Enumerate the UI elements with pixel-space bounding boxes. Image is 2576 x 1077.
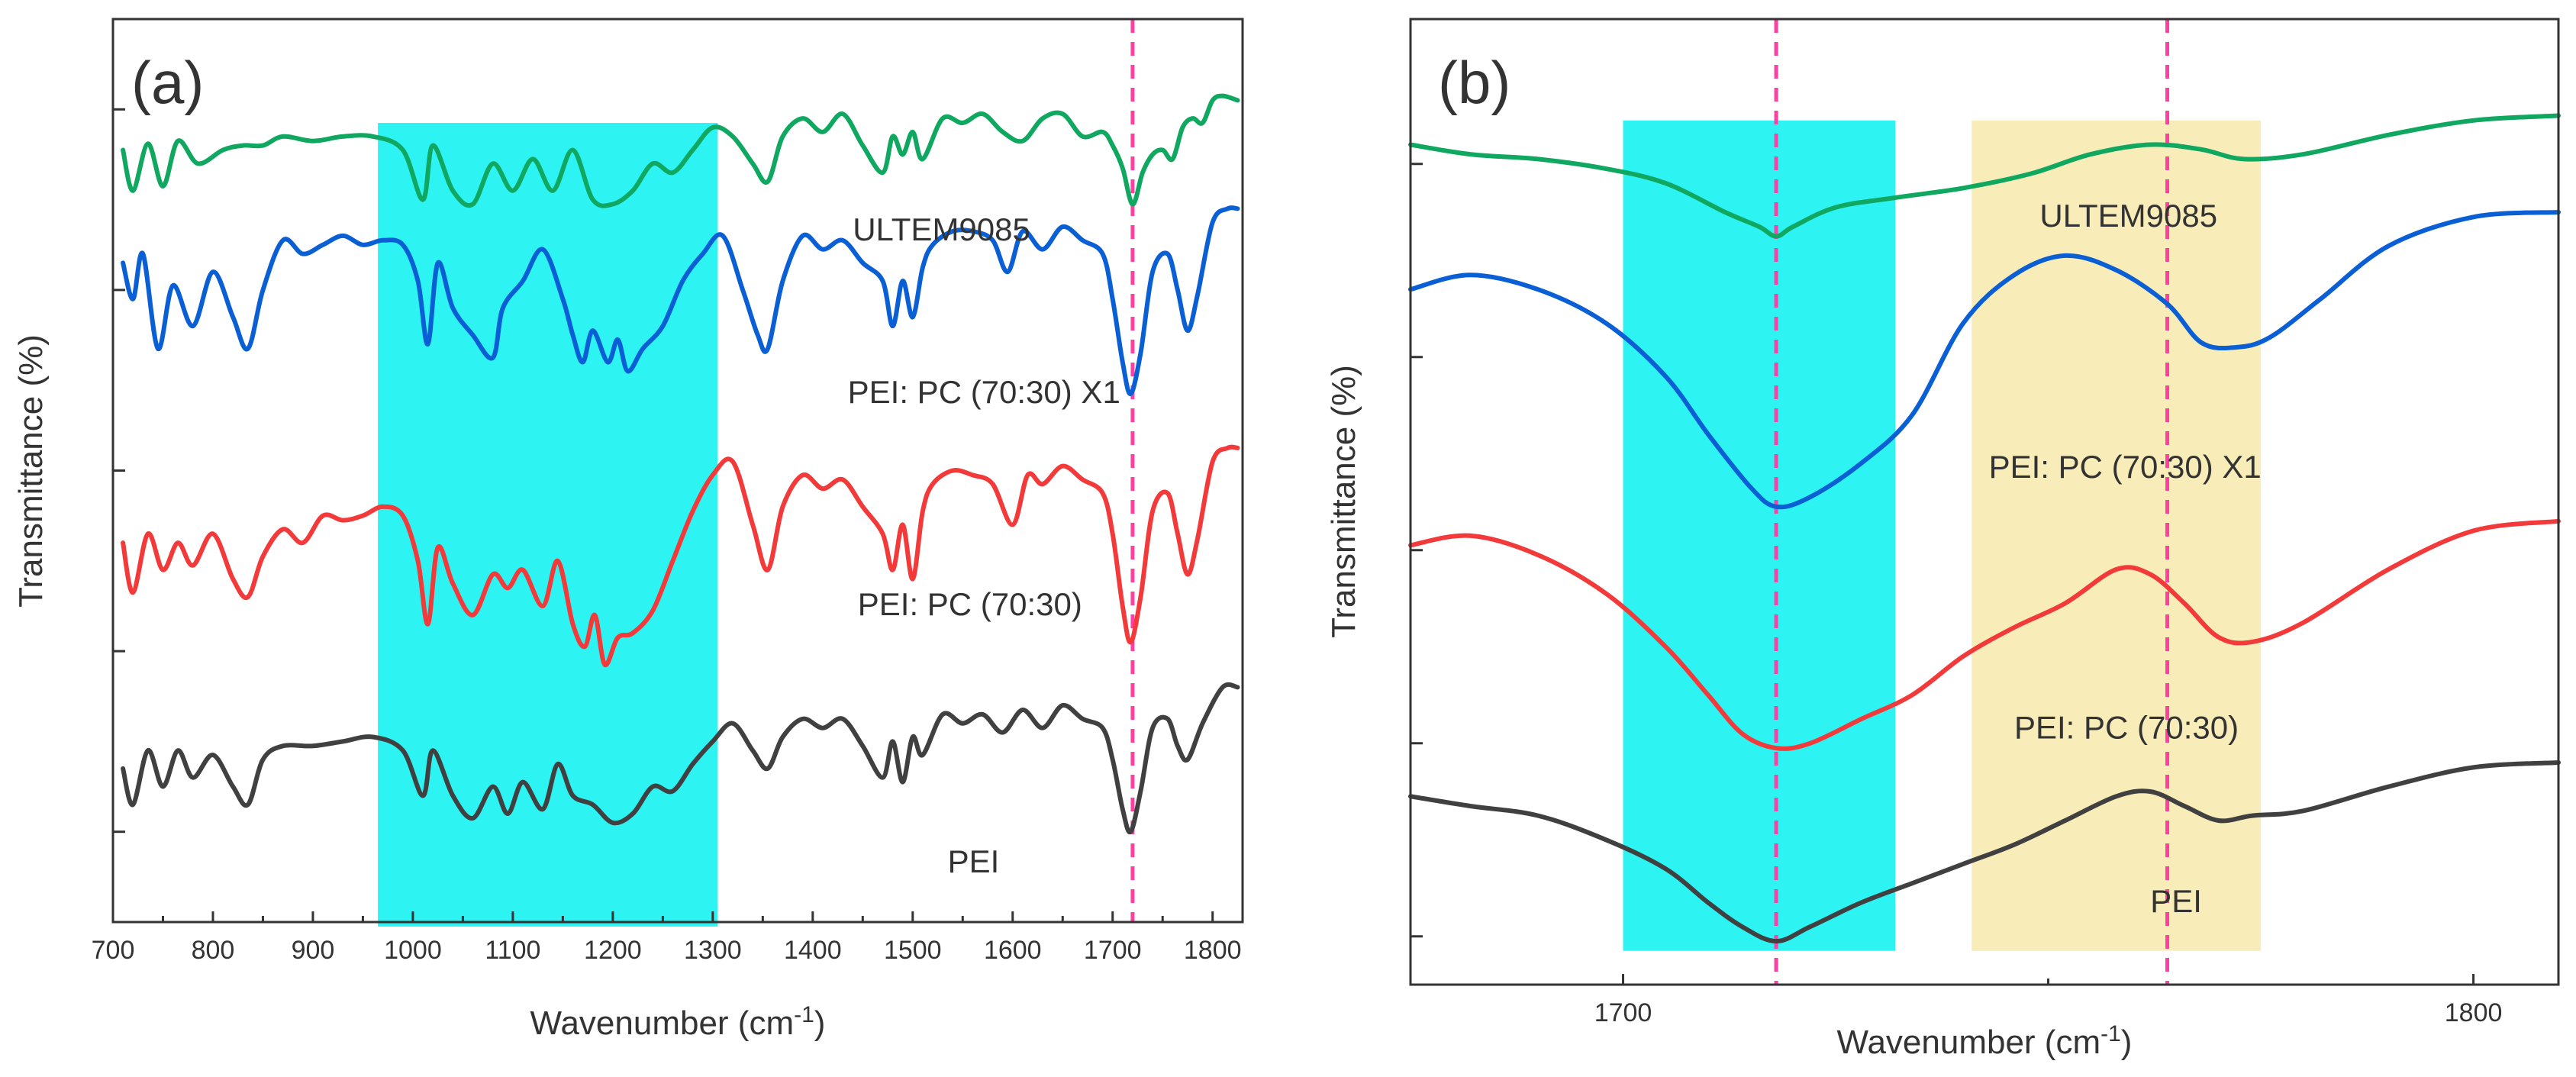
panel-a-trace-pei [121,682,1240,835]
panel-a-x-ticks: 700 800 900 1000 1100 1200 1300 1400 1500 1600 170… [92,911,1242,965]
panel-b-reference-lines [1774,19,2170,985]
panel-b-series-label: PEI: PC (70:30) X1 [1989,449,2262,485]
panel-b-series-label: ULTEM9085 [2039,198,2217,234]
panel-a-label: (a) [131,49,204,116]
panel-a-trace-pei-pc-70-30- [121,444,1240,667]
panel-a-traces [121,93,1240,835]
panel-a-x-tick-label: 1500 [884,936,942,965]
panel-b-x-ticks: 1700 1800 [1594,974,2503,1027]
panel-b-x-tick-label: 1700 [1594,998,1652,1027]
panel-b-trace-ultem9085 [1408,113,2561,239]
panel-b-frame [1409,18,2560,986]
panel-b-trace-pei-pc-70-30-x1 [1408,210,2561,510]
panel-b-label: (b) [1438,49,1510,116]
panel-a-series-label: PEI: PC (70:30) X1 [848,374,1120,410]
panel-a-x-axis-title-sup: -1 [794,1002,814,1027]
panel-a-y-ticks [113,108,125,834]
panel-a-series-label: PEI: PC (70:30) [858,586,1082,622]
panel-a-x-axis-title-main: Wavenumber (cm [530,1004,795,1042]
panel-a-x-tick-label: 700 [92,936,135,965]
panel-a-x-tick-label: 800 [192,936,235,965]
panel-b-series-label: PEI: PC (70:30) [2014,709,2239,745]
panel-b-trace-pei-pc-70-30- [1408,518,2561,751]
panel-b-y-axis-title: Transmittance (%) [1325,365,1362,638]
panel-a-x-tick-label: 1300 [684,936,742,965]
panel-b-series-labels: ULTEM9085 PEI: PC (70:30) X1 PEI: PC (70:3… [1989,198,2262,919]
panel-a-x-tick-label: 1700 [1084,936,1142,965]
panel-b-x-axis-title: Wavenumber (cm-1) [1837,1021,2133,1061]
panel-a-x-tick-label: 1800 [1184,936,1242,965]
panel-b-x-tick-label: 1800 [2445,998,2503,1027]
panel-b-band-2 [1971,120,2262,951]
panel-a-series-label: ULTEM9085 [853,211,1030,247]
panel-b: ULTEM9085 PEI: PC (70:30) X1 PEI: PC (70:3… [1325,18,2561,1061]
panel-a-x-tick-label: 1100 [485,936,540,965]
panel-a-x-axis-title: Wavenumber (cm-1) [530,1002,826,1042]
panel-a-series-labels: ULTEM9085 PEI: PC (70:30) X1 PEI: PC (70:3… [848,211,1120,879]
panel-b-series-label: PEI [2150,883,2202,919]
panel-a-highlight-bands [378,123,718,927]
panel-a-x-tick-label: 900 [292,936,335,965]
panel-a-y-axis-title: Transmittance (%) [12,334,50,608]
panel-b-x-axis-title-sup: -1 [2100,1021,2121,1046]
panel-b-highlight-bands [1623,120,2262,951]
panel-b-trace-pei [1408,760,2561,944]
panel-a-series-label: PEI [948,843,1000,879]
panel-a-trace-pei-pc-70-30-x1 [121,205,1240,396]
panel-b-traces [1408,113,2561,944]
panel-b-x-axis-title-close: ) [2121,1024,2133,1061]
panel-b-band-1 [1623,120,1896,951]
panel-a-x-tick-label: 1200 [584,936,642,965]
panel-b-y-ticks [1411,163,1423,938]
panel-a-x-axis-title-close: ) [814,1004,826,1042]
panel-a-x-tick-label: 1600 [984,936,1042,965]
panel-a: ULTEM9085 PEI: PC (70:30) X1 PEI: PC (70:3… [12,18,1244,1042]
panel-a-x-tick-label: 1400 [784,936,842,965]
panel-a-x-tick-label: 1000 [384,936,442,965]
panel-b-x-axis-title-main: Wavenumber (cm [1837,1024,2101,1061]
panel-a-trace-ultem9085 [121,93,1240,208]
panel-a-band-1 [378,123,718,927]
